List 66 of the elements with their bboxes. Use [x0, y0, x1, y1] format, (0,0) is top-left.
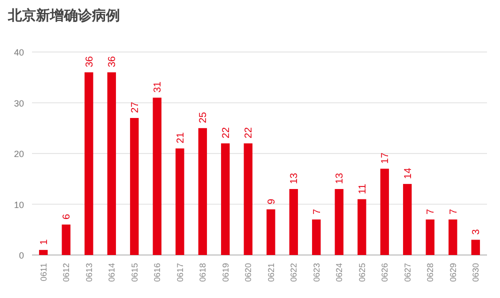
x-tick-label: 0626 [380, 262, 390, 282]
data-label: 27 [130, 101, 141, 113]
data-label: 7 [426, 208, 437, 214]
x-tick-label: 0625 [356, 262, 367, 282]
y-tick-label: 40 [14, 48, 24, 58]
data-label: 7 [312, 208, 323, 214]
y-tick-label: 30 [14, 98, 24, 108]
x-tick-label: 0612 [61, 262, 72, 282]
data-label: 7 [448, 208, 460, 214]
x-tick-label: 0622 [288, 262, 299, 282]
data-label: 36 [84, 56, 96, 68]
bar [358, 199, 366, 255]
x-tick-label: 0611 [38, 262, 48, 282]
x-tick-label: 0617 [174, 262, 185, 282]
data-label: 31 [152, 81, 164, 93]
x-tick-label: 0620 [243, 262, 254, 282]
bar [334, 189, 344, 255]
chart-title: 北京新增确诊病例 [7, 7, 120, 23]
bar [39, 250, 48, 255]
y-tick-label: 20 [14, 149, 24, 159]
bar [221, 143, 230, 255]
data-label: 13 [289, 172, 300, 184]
data-label: 9 [266, 198, 278, 204]
bar [426, 219, 434, 255]
data-label: 1 [38, 238, 50, 245]
y-tick-label: 0 [18, 250, 24, 260]
bar [84, 72, 94, 255]
x-tick-label: 0627 [402, 262, 412, 282]
bar [62, 224, 70, 255]
bar [130, 118, 139, 255]
x-tick-label: 0621 [266, 262, 276, 282]
data-label: 13 [334, 172, 346, 184]
data-label: 36 [107, 56, 118, 68]
bar [244, 143, 252, 255]
data-label: 6 [62, 214, 73, 220]
data-label: 17 [380, 152, 392, 164]
bar [471, 240, 480, 255]
x-tick-label: 0624 [334, 262, 344, 282]
x-tick-label: 0615 [129, 262, 140, 282]
y-tick-label: 10 [14, 200, 24, 210]
data-label: 22 [220, 126, 232, 138]
data-label: 14 [402, 167, 414, 179]
x-tick-label: 0629 [448, 262, 458, 282]
bar [107, 72, 116, 255]
bar [289, 189, 298, 255]
x-tick-label: 0614 [106, 262, 117, 282]
bar [266, 209, 276, 255]
x-tick-label: 0623 [311, 262, 322, 282]
bar [152, 98, 162, 255]
data-label: 3 [471, 228, 482, 235]
data-label: 11 [357, 183, 368, 194]
x-tick-label: 0628 [425, 262, 436, 282]
x-tick-label: 0630 [470, 262, 481, 282]
bar [198, 128, 207, 255]
data-label: 22 [244, 126, 255, 138]
bar [448, 219, 458, 255]
bar [380, 168, 389, 255]
x-tick-label: 0618 [198, 262, 208, 282]
data-label: 21 [175, 132, 186, 144]
x-tick-label: 0619 [220, 262, 230, 282]
bar [176, 148, 184, 255]
x-tick-label: 0613 [84, 262, 94, 282]
bar [312, 219, 321, 255]
bar [403, 184, 412, 255]
x-tick-label: 0616 [152, 262, 162, 282]
data-label: 25 [198, 112, 210, 124]
